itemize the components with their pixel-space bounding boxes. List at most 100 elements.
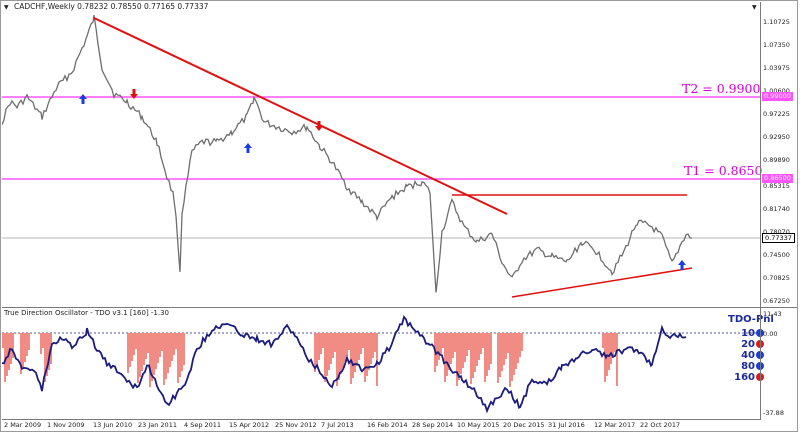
oscillator-histogram-bar <box>2 333 4 348</box>
oscillator-histogram-bar <box>358 333 360 360</box>
date-tick: 20 Dec 2015 <box>503 421 545 429</box>
oscillator-histogram-bar <box>141 333 143 371</box>
oscillator-histogram-bar <box>488 333 490 370</box>
oscillator-histogram-bar <box>6 333 8 376</box>
oscillator-histogram-bar <box>127 333 129 373</box>
oscillator-histogram-bar <box>159 333 161 357</box>
oscillator-histogram-bar <box>177 333 179 383</box>
oscillator-histogram-bar <box>505 333 507 359</box>
up-arrow-icon <box>79 94 87 104</box>
oscillator-histogram-bar <box>344 333 346 362</box>
oscillator-histogram-bar <box>334 333 336 352</box>
oscillator-panel[interactable] <box>2 309 760 419</box>
oscillator-histogram-bar <box>167 333 169 373</box>
oscillator-histogram-bar <box>346 333 348 356</box>
oscillator-histogram-bar <box>4 333 6 382</box>
oscillator-histogram-bar <box>26 333 28 356</box>
oscillator-histogram-bar <box>350 333 352 384</box>
date-tick: 13 Jun 2010 <box>93 421 133 429</box>
date-axis[interactable] <box>2 419 760 433</box>
oscillator-histogram-bar <box>460 333 462 374</box>
up-arrow-icon <box>244 143 252 153</box>
osc-zero-value: 0.00 <box>763 330 778 338</box>
oscillator-histogram-bar <box>316 333 318 366</box>
oscillator-histogram-bar <box>324 333 326 382</box>
oscillator-histogram-bar <box>336 333 338 386</box>
tdo-row-label: 80 <box>741 361 755 372</box>
oscillator-histogram-bar <box>12 333 14 358</box>
oscillator-histogram-bar <box>28 333 30 350</box>
t2-label: T2 = 0.9900 <box>682 81 761 96</box>
t1-price-tag: 0.86500 <box>762 174 793 183</box>
oscillator-histogram-bar <box>366 333 368 376</box>
oscillator-histogram-bar <box>171 333 173 361</box>
oscillator-histogram-bar <box>330 333 332 364</box>
oscillator-histogram-bar <box>348 333 350 350</box>
oscillator-histogram-bar <box>515 333 517 369</box>
oscillator-histogram-bar <box>44 333 46 382</box>
oscillator-histogram-bar <box>480 333 482 354</box>
osc-bottom-value: -37.88 <box>763 409 784 417</box>
oscillator-histogram-bar <box>24 333 26 362</box>
chart-menu-icon[interactable]: ▼ <box>4 4 9 11</box>
price-tick: 0.81740 <box>763 205 790 213</box>
t2-price-tag: 0.99000 <box>762 92 793 101</box>
panel-separator <box>2 307 797 308</box>
price-panel[interactable] <box>2 2 760 307</box>
oscillator-histogram-bar <box>462 333 464 368</box>
price-tick: 0.70825 <box>763 274 790 282</box>
oscillator-histogram-bar <box>458 333 460 380</box>
oscillator-histogram-bar <box>464 333 466 362</box>
down-arrow-icon <box>130 89 138 99</box>
oscillator-histogram-bar <box>20 333 22 374</box>
date-tick: 15 Apr 2012 <box>229 421 270 429</box>
resistance-trendline[interactable] <box>93 17 508 215</box>
oscillator-histogram-bar <box>40 333 42 354</box>
oscillator-histogram-bar <box>454 333 456 352</box>
oscillator-histogram-bar <box>436 333 438 366</box>
oscillator-histogram-bar <box>320 333 322 354</box>
support-trendline[interactable] <box>511 267 693 298</box>
oscillator-histogram-bar <box>484 333 486 382</box>
date-tick: 31 Jul 2016 <box>548 421 585 429</box>
tdo-row-label: 40 <box>741 350 755 361</box>
oscillator-histogram-bar <box>354 333 356 372</box>
oscillator-histogram-bar <box>48 333 50 370</box>
oscillator-histogram-bar <box>450 333 452 364</box>
oscillator-histogram-bar <box>604 333 606 382</box>
oscillator-histogram-bar <box>151 333 153 381</box>
oscillator-histogram-bar <box>501 333 503 371</box>
tdo-row-label: 160 <box>734 372 755 383</box>
oscillator-histogram-bar <box>22 333 24 368</box>
oscillator-histogram-bar <box>131 333 133 361</box>
date-tick: 10 May 2015 <box>457 421 500 429</box>
oscillator-histogram-bar <box>511 333 513 381</box>
oscillator-histogram-bar <box>362 333 364 348</box>
price-tick: 1.03975 <box>763 64 790 72</box>
oscillator-histogram-bar <box>179 333 181 377</box>
price-tick: 1.07350 <box>763 41 790 49</box>
oscillator-histogram-bar <box>149 333 151 387</box>
current-price-tag: 0.77337 <box>762 233 795 243</box>
oscillator-histogram-bar <box>135 333 137 349</box>
oscillator-histogram-bar <box>470 333 472 384</box>
oscillator-histogram-bar <box>360 333 362 354</box>
oscillator-histogram-bar <box>183 333 185 365</box>
oscillator-histogram-bar <box>332 333 334 358</box>
oscillator-histogram-bar <box>153 333 155 375</box>
oscillator-histogram-bar <box>155 333 157 369</box>
price-axis[interactable] <box>760 2 798 420</box>
date-tick: 25 Nov 2012 <box>275 421 317 429</box>
oscillator-histogram-bar <box>478 333 480 360</box>
oscillator-histogram-bar <box>513 333 515 375</box>
oscillator-histogram-bar <box>137 333 139 383</box>
chart-options-icon[interactable]: ▼ <box>752 4 757 11</box>
oscillator-histogram-bar <box>476 333 478 366</box>
oscillator-histogram-bar <box>468 333 470 350</box>
t1-label: T1 = 0.8650 <box>684 163 763 178</box>
oscillator-histogram-bar <box>486 333 488 376</box>
date-tick: 12 Mar 2017 <box>594 421 636 429</box>
tdo-pnl-title: TDO-Pnl <box>728 314 774 325</box>
oscillator-histogram-bar <box>157 333 159 363</box>
price-tick: 0.97225 <box>763 110 790 118</box>
